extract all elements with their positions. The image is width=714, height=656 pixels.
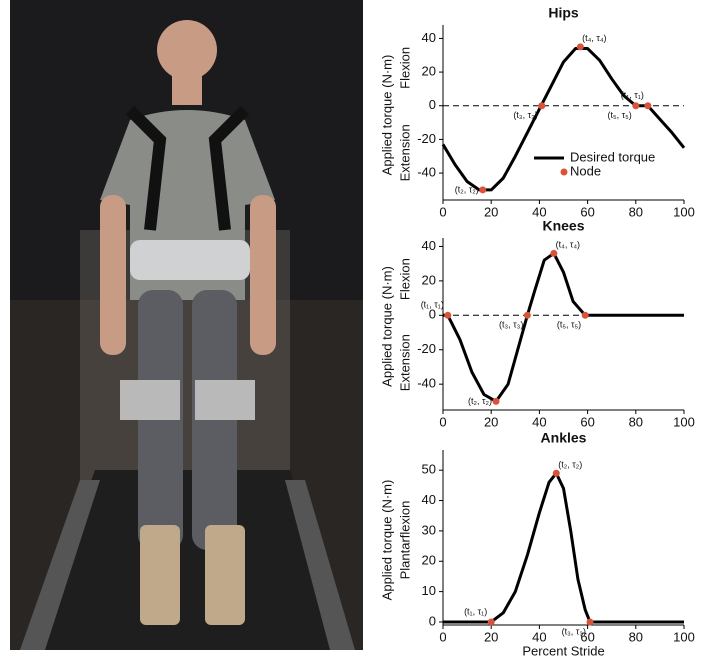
node — [444, 312, 451, 319]
node-label: (t₁, τ₁) — [421, 300, 444, 310]
y-axis-sublabel: Flexion — [397, 258, 412, 300]
x-tick-label: 0 — [439, 414, 446, 429]
node-label: (t₂, τ₂) — [455, 184, 479, 194]
figure: Hips-40-2002040020406080100Applied torqu… — [0, 0, 714, 656]
chart-title: Hips — [548, 5, 579, 21]
y-tick-label: 40 — [422, 238, 436, 253]
node-label: (t₅, τ₅) — [607, 110, 631, 120]
legend-label: Desired torque — [570, 149, 655, 164]
x-tick-label: 100 — [673, 204, 695, 219]
node — [632, 102, 639, 109]
node-label: (t₃, τ₃) — [513, 110, 537, 120]
x-tick-label: 60 — [580, 414, 594, 429]
x-tick-label: 100 — [673, 414, 695, 429]
page: Hips-40-2002040020406080100Applied torqu… — [0, 0, 714, 656]
y-tick-label: 20 — [422, 272, 436, 287]
node-label: (t₂, τ₂) — [558, 460, 582, 470]
y-axis-label: Applied torque (N·m) — [379, 55, 394, 176]
y-tick-label: 20 — [422, 553, 436, 568]
node-label: (t₄, τ₄) — [582, 33, 606, 43]
y-tick-label: 0 — [429, 613, 436, 628]
node — [550, 250, 557, 257]
x-tick-label: 100 — [673, 629, 695, 644]
node — [582, 312, 589, 319]
x-tick-label: 40 — [532, 629, 546, 644]
x-axis-label: Percent Stride — [522, 643, 604, 656]
y-axis-label: Applied torque (N·m) — [379, 480, 394, 601]
y-tick-label: 20 — [422, 64, 436, 79]
y-tick-label: 30 — [422, 522, 436, 537]
node-label: (t₂, τ₂) — [468, 396, 492, 406]
y-axis-sublabel: Flexion — [397, 47, 412, 89]
y-tick-label: -40 — [417, 376, 436, 391]
node — [488, 618, 495, 625]
x-tick-label: 20 — [484, 204, 498, 219]
x-tick-label: 80 — [629, 629, 643, 644]
chart-title: Knees — [542, 218, 584, 234]
x-tick-label: 0 — [439, 204, 446, 219]
y-tick-label: 0 — [429, 97, 436, 112]
node — [524, 312, 531, 319]
y-axis-sublabel: Extension — [397, 124, 412, 181]
x-tick-label: 80 — [629, 204, 643, 219]
y-tick-label: 40 — [422, 30, 436, 45]
x-tick-label: 20 — [484, 629, 498, 644]
node-label: (t₅, τ₅) — [557, 320, 581, 330]
y-tick-label: 50 — [422, 462, 436, 477]
legend-label: Node — [570, 163, 601, 178]
y-tick-label: -20 — [417, 341, 436, 356]
node-label: (t₃, τ₃) — [562, 626, 586, 636]
node — [493, 398, 500, 405]
y-tick-label: -20 — [417, 131, 436, 146]
y-tick-label: 10 — [422, 583, 436, 598]
node-label: (t₁, τ₁) — [464, 606, 487, 616]
node — [587, 618, 594, 625]
y-axis-sublabel: Plantarflexion — [397, 501, 412, 580]
y-axis-sublabel: Extension — [397, 334, 412, 391]
chart-title: Ankles — [541, 430, 587, 446]
x-tick-label: 0 — [439, 629, 446, 644]
node — [538, 102, 545, 109]
x-tick-label: 20 — [484, 414, 498, 429]
y-tick-label: 40 — [422, 492, 436, 507]
y-tick-label: -40 — [417, 165, 436, 180]
torque-curve — [443, 473, 684, 622]
node — [577, 43, 584, 50]
node — [553, 470, 560, 477]
y-axis-label: Applied torque (N·m) — [379, 266, 394, 387]
node-label: (t₃, τ₃) — [499, 320, 523, 330]
node — [644, 102, 651, 109]
photo — [10, 0, 363, 650]
node-label: (t₄, τ₄) — [556, 240, 580, 250]
legend-marker — [561, 169, 568, 176]
node — [479, 186, 486, 193]
x-tick-label: 80 — [629, 414, 643, 429]
node-label: (t₁, τ₁) — [621, 90, 644, 100]
x-tick-label: 40 — [532, 414, 546, 429]
